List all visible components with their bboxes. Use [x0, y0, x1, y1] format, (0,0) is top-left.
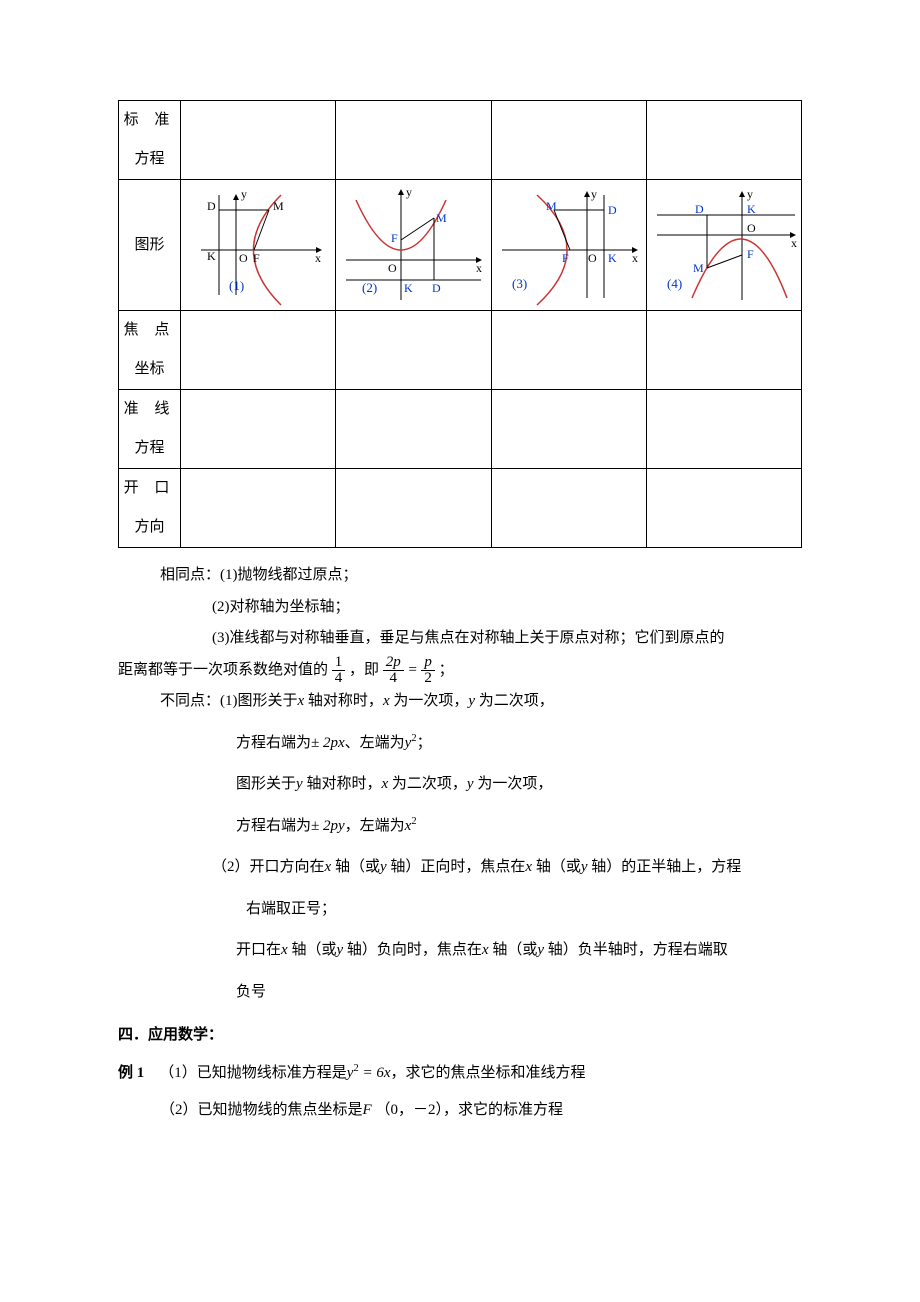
row-header-fig: 图形	[119, 180, 181, 311]
svg-text:O: O	[747, 221, 756, 235]
fig4-label: (4)	[667, 276, 682, 291]
frac-2p-4: 2p4	[383, 655, 404, 686]
example-1-1: 例 1 （1）已知抛物线标准方程是y2 = 6x，求它的焦点坐标和准线方程	[118, 1058, 802, 1090]
same-3a: (3)准线都与对称轴垂直，垂足与焦点在对称轴上关于原点对称；它们到原点的	[118, 623, 802, 655]
eq-cell-2	[336, 101, 491, 180]
fig-cell-1: D M K O F y x (1)	[181, 180, 336, 311]
diff-2-line2: 右端取正号；	[118, 894, 802, 926]
svg-text:y: y	[591, 187, 597, 201]
row-header-eq: 标 准方程	[119, 101, 181, 180]
frac-1-4: 14	[332, 655, 346, 686]
svg-text:M: M	[436, 211, 447, 225]
eq-cell-1	[181, 101, 336, 180]
fig-cell-3: y x O M D F K (3)	[491, 180, 646, 311]
diff-2-line3: 开口在x 轴（或y 轴）负向时，焦点在x 轴（或y 轴）负半轴时，方程右端取	[118, 935, 802, 967]
eq-cell-4	[646, 101, 801, 180]
svg-text:F: F	[391, 231, 398, 245]
svg-text:x: x	[791, 236, 797, 250]
svg-text:F: F	[253, 251, 260, 265]
svg-text:x: x	[476, 261, 482, 275]
fig-cell-2: y x O F M K D (2)	[336, 180, 491, 311]
svg-text:O: O	[239, 251, 248, 265]
fig1-label: (1)	[229, 278, 244, 293]
svg-text:K: K	[404, 281, 413, 295]
row-header-directrix: 准 线方程	[119, 390, 181, 469]
frac-p-2: p2	[421, 655, 435, 686]
svg-text:M: M	[693, 261, 704, 275]
svg-text:O: O	[388, 261, 397, 275]
page-root: 标 准方程 图形 D M K O	[0, 0, 920, 1207]
same-2: (2)对称轴为坐标轴；	[118, 592, 802, 624]
row-opening: 开 口方向	[119, 469, 802, 548]
eq-cell-3	[491, 101, 646, 180]
fig2-label: (2)	[362, 280, 377, 295]
diff-2-line1: （2）开口方向在x 轴（或y 轴）正向时，焦点在x 轴（或y 轴）的正半轴上，方…	[118, 852, 802, 884]
fig-cell-4: y x O F M D K (4)	[646, 180, 801, 311]
svg-text:K: K	[207, 249, 216, 263]
svg-text:K: K	[747, 202, 756, 216]
row-header-opening: 开 口方向	[119, 469, 181, 548]
parabola-right-svg: D M K O F y x (1)	[181, 180, 336, 310]
svg-text:M: M	[273, 199, 284, 213]
parabola-down-svg: y x O F M D K (4)	[647, 180, 802, 310]
svg-text:y: y	[406, 185, 412, 199]
diff-2-line4: 负号	[118, 977, 802, 1009]
ex1-label: 例 1	[118, 1065, 144, 1081]
svg-text:F: F	[747, 247, 754, 261]
body-text: 相同点：(1)抛物线都过原点； (2)对称轴为坐标轴； (3)准线都与对称轴垂直…	[118, 560, 802, 1127]
diff-1: 不同点：(1)图形关于x 轴对称时，x 为一次项，y 为二次项，	[118, 686, 802, 718]
same-3b-pre: 距离都等于一次项系数绝对值的	[118, 662, 328, 678]
svg-text:D: D	[207, 199, 216, 213]
row-header-focus: 焦 点坐标	[119, 311, 181, 390]
properties-table: 标 准方程 图形 D M K O	[118, 100, 802, 548]
svg-text:O: O	[588, 251, 597, 265]
diff-1-line3: 图形关于y 轴对称时，x 为二次项，y 为一次项，	[118, 769, 802, 801]
row-figure: 图形 D M K O F y x (1)	[119, 180, 802, 311]
parabola-left-svg: y x O M D F K (3)	[492, 180, 647, 310]
svg-text:x: x	[315, 251, 321, 265]
diff-1-line2: 方程右端为± 2px、左端为y2；	[118, 728, 802, 760]
row-equation: 标 准方程	[119, 101, 802, 180]
svg-text:K: K	[608, 251, 617, 265]
same-3b-mid: ，即	[349, 662, 379, 678]
section-4-title: 四．应用数学：	[118, 1020, 802, 1052]
example-1-2: （2）已知抛物线的焦点坐标是F （0，－2），求它的标准方程	[118, 1095, 802, 1127]
svg-text:y: y	[241, 187, 247, 201]
row-focus: 焦 点坐标	[119, 311, 802, 390]
diff-1-line4: 方程右端为± 2py，左端为x2	[118, 811, 802, 843]
svg-text:y: y	[747, 187, 753, 201]
parabola-up-svg: y x O F M K D (2)	[336, 180, 491, 310]
svg-text:x: x	[632, 251, 638, 265]
row-directrix: 准 线方程	[119, 390, 802, 469]
fig3-label: (3)	[512, 276, 527, 291]
svg-text:D: D	[608, 203, 617, 217]
svg-text:D: D	[695, 202, 704, 216]
svg-text:M: M	[546, 199, 557, 213]
svg-text:F: F	[562, 251, 569, 265]
same-3b-end: ；	[439, 662, 454, 678]
same-3b: 距离都等于一次项系数绝对值的 14 ，即 2p4 = p2 ；	[118, 655, 802, 687]
same-1: 相同点：(1)抛物线都过原点；	[118, 560, 802, 592]
svg-text:D: D	[432, 281, 441, 295]
